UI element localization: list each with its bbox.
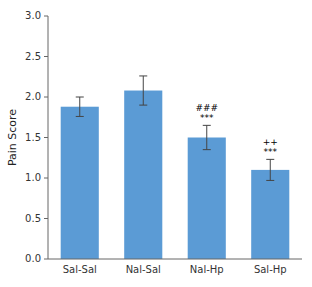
annotation: ++ [263, 137, 278, 147]
error-bar [76, 97, 84, 116]
annotation: *** [200, 113, 214, 123]
x-tick-label: Sal-Hp [254, 264, 287, 275]
annotation: *** [264, 147, 278, 157]
y-tick [44, 218, 48, 219]
y-tick-label: 2.0 [25, 91, 41, 102]
bar [61, 107, 99, 259]
error-bar [139, 76, 147, 105]
error-bar [266, 159, 274, 180]
y-tick-label: 3.0 [25, 10, 41, 21]
y-tick-label: 1.5 [25, 132, 41, 143]
y-tick-label: 0.0 [25, 253, 41, 264]
y-tick-label: 2.5 [25, 51, 41, 62]
y-tick [44, 56, 48, 57]
error-bar [203, 125, 211, 149]
bar [188, 138, 226, 260]
y-axis-label: Pain Score [6, 109, 19, 166]
x-tick-label: Sal-Sal [63, 264, 97, 275]
annotation: ### [195, 103, 218, 113]
chart: 0.0 0.5 1.0 1.5 2.0 2.5 3.0 Pain Score Sal-Sal Na… [0, 0, 312, 287]
y-tick [44, 178, 48, 179]
bar [251, 170, 289, 259]
y-tick [44, 259, 48, 260]
x-tick-label: Nal-Sal [126, 264, 161, 275]
x-tick-label: Nal-Hp [190, 264, 224, 275]
y-tick [44, 16, 48, 17]
y-tick-label: 1.0 [25, 172, 41, 183]
y-tick-label: 0.5 [25, 213, 41, 224]
x-axis [48, 259, 302, 260]
y-tick [44, 97, 48, 98]
y-axis [48, 16, 49, 259]
plot-area [61, 76, 290, 259]
y-tick [44, 137, 48, 138]
bar [124, 91, 162, 259]
